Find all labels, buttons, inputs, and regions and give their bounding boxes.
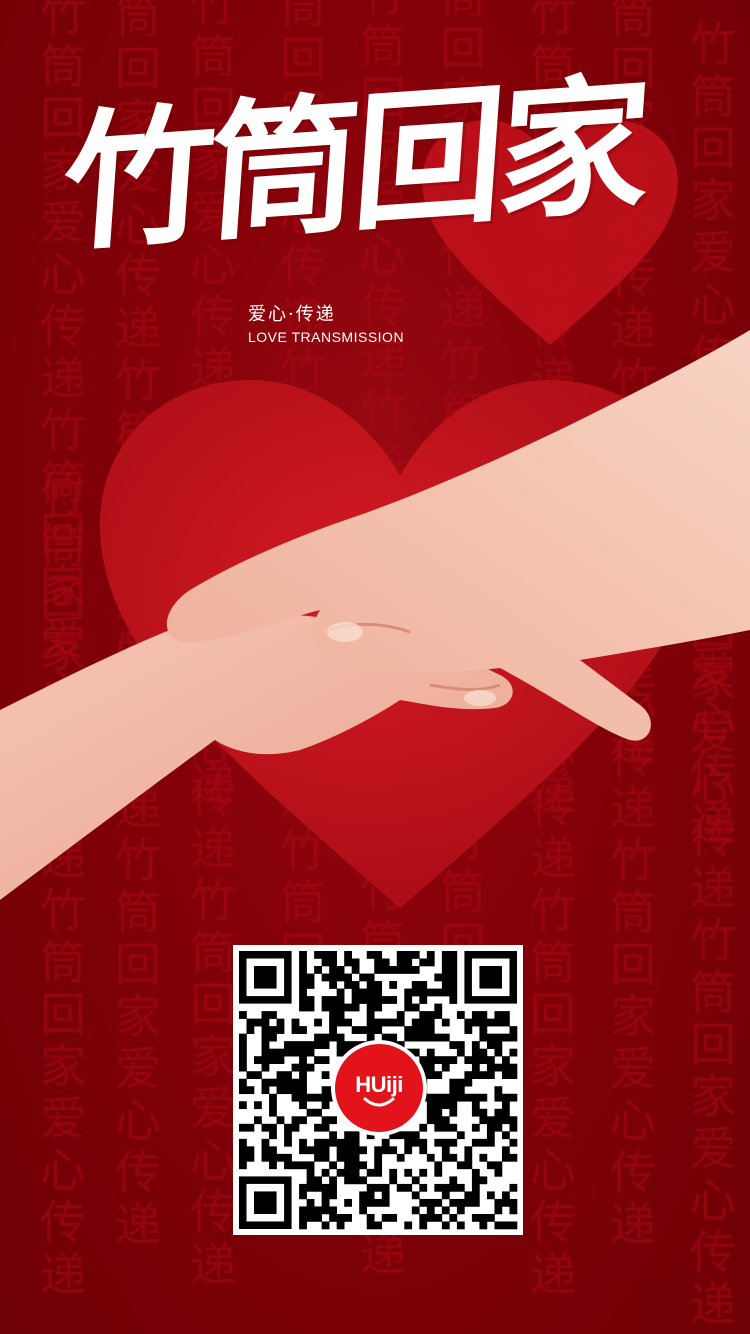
subtitle-english: LOVE TRANSMISSION [248, 329, 405, 345]
huiji-logo-text: HUiji [355, 1072, 403, 1097]
small-heart-icon [422, 120, 678, 345]
poster-title: 竹筒回家 [57, 56, 651, 273]
title-block: 竹筒回家 爱心·传递 LOVE TRANSMISSION [57, 57, 690, 355]
subtitle-chinese: 爱心·传递 [248, 304, 336, 325]
qr-code[interactable]: HUiji [233, 945, 523, 1235]
smile-icon [363, 1097, 395, 1107]
clasped-hands-illustration [0, 330, 750, 900]
huiji-logo: HUiji [331, 1040, 427, 1136]
